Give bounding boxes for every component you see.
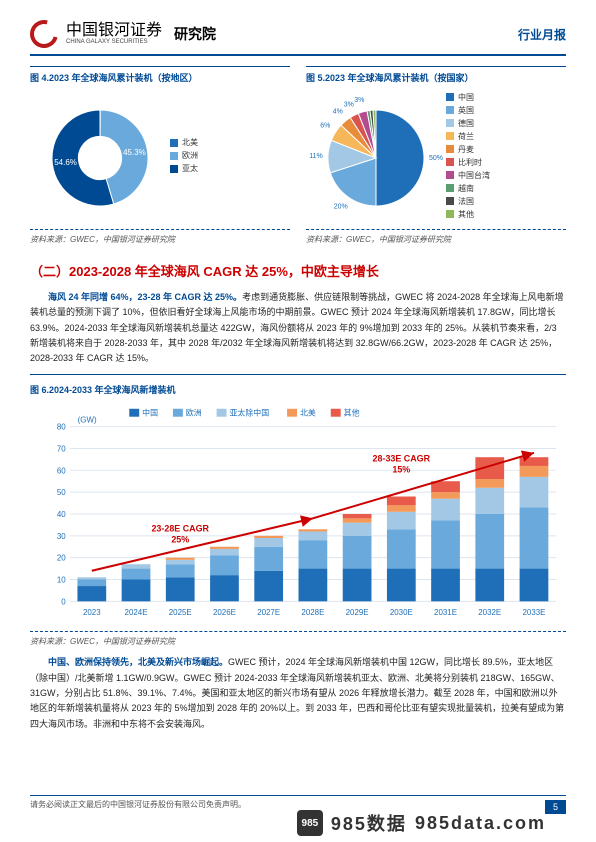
svg-text:2027E: 2027E [257,609,280,618]
chart-6-title: 图 6.2024-2033 年全球海风新增装机 [30,379,566,396]
legend-item: 北美 [170,137,290,148]
watermark: 985 985数据 985data.com [297,810,546,836]
logo-cn: 中国银河证券 [66,23,162,39]
svg-text:2029E: 2029E [346,609,369,618]
svg-text:(GW): (GW) [78,416,97,425]
legend-item: 法国 [446,196,566,207]
chart-5-legend: 中国英国德国荷兰丹麦比利时中国台湾越南法国其他 [446,90,566,222]
svg-text:2023: 2023 [83,609,101,618]
svg-text:54.6%: 54.6% [54,158,77,167]
chart-5: 图 5.2023 年全球海风累计装机（按国家） 50%20%11%6%4%3%3… [306,66,566,245]
svg-text:2033E: 2033E [522,609,545,618]
legend-item: 其他 [446,209,566,220]
paragraph-2: 中国、欧洲保持领先，北美及新兴市场崛起。GWEC 预计，2024 年全球海风新增… [30,655,566,731]
legend-item: 英国 [446,105,566,116]
svg-text:10: 10 [57,576,66,585]
logo-text: 中国银河证券 CHINA GALAXY SECURITIES [66,23,162,45]
disclaimer: 请务必阅读正文最后的中国银河证券股份有限公司免责声明。 [30,799,246,810]
paragraph-1: 海风 24 年同增 64%，23-28 年 CAGR 达 25%。考虑到通货膨胀… [30,290,566,366]
watermark-logo: 985 [297,810,323,836]
chart-5-source: 资料来源：GWEC，中国银河证券研究院 [306,234,566,245]
legend-item: 德国 [446,118,566,129]
footer-rule [30,795,566,796]
svg-text:2028E: 2028E [301,609,324,618]
svg-text:中国: 中国 [142,408,158,418]
svg-text:2024E: 2024E [125,609,148,618]
logo-en: CHINA GALAXY SECURITIES [66,39,162,45]
svg-text:2031E: 2031E [434,609,457,618]
svg-text:3%: 3% [344,101,354,108]
svg-text:25%: 25% [171,535,189,545]
svg-text:亚太除中国: 亚太除中国 [230,408,270,418]
svg-text:23-28E CAGR: 23-28E CAGR [151,524,209,534]
svg-text:4%: 4% [333,108,343,115]
svg-text:28-33E CAGR: 28-33E CAGR [373,454,431,464]
doc-type: 行业月报 [518,26,566,43]
svg-text:50%: 50% [429,154,443,161]
chart-5-title: 图 5.2023 年全球海风累计装机（按国家） [306,66,566,84]
watermark-text-1: 985数据 [331,810,407,836]
svg-text:2025E: 2025E [169,609,192,618]
svg-text:20%: 20% [334,203,348,210]
svg-text:80: 80 [57,423,66,432]
logo-icon [25,15,63,53]
legend-item: 中国台湾 [446,170,566,181]
svg-text:其他: 其他 [344,408,360,418]
svg-text:20: 20 [57,554,66,563]
svg-text:北美: 北美 [300,408,316,418]
svg-text:45.3%: 45.3% [123,148,146,157]
legend-item: 越南 [446,183,566,194]
svg-text:2032E: 2032E [478,609,501,618]
legend-item: 欧洲 [170,150,290,161]
page-number: 5 [545,800,566,814]
svg-text:30: 30 [57,532,66,541]
svg-text:11%: 11% [309,152,323,159]
legend-item: 比利时 [446,157,566,168]
svg-text:15%: 15% [392,465,410,475]
legend-item: 亚太 [170,163,290,174]
svg-text:欧洲: 欧洲 [186,408,202,418]
legend-item: 丹麦 [446,144,566,155]
svg-text:40: 40 [57,510,66,519]
chart-4-legend: 北美欧洲亚太 [170,135,290,176]
chart-4-source: 资料来源：GWEC，中国银河证券研究院 [30,234,290,245]
chart-5-svg: 50%20%11%6%4%3%3% [306,86,446,226]
chart-6-svg: 0 10 20 30 40 50 60 70 80 (GW) 中国 欧洲 亚太除中国 北美 其他 2023 20… [30,402,566,622]
logo-suffix: 研究院 [174,24,216,44]
chart-4: 图 4.2023 年全球海风累计装机（按地区） 45.3% 54.6% 北美欧洲亚… [30,66,290,245]
legend-item: 荷兰 [446,131,566,142]
svg-text:3%: 3% [354,97,364,104]
page-header: 中国银河证券 CHINA GALAXY SECURITIES 研究院 行业月报 [30,20,566,56]
chart-4-svg: 45.3% 54.6% [30,86,170,226]
svg-text:60: 60 [57,467,66,476]
chart-4-title: 图 4.2023 年全球海风累计装机（按地区） [30,66,290,84]
chart-6-source: 资料来源：GWEC，中国银河证券研究院 [30,636,566,647]
svg-text:2026E: 2026E [213,609,236,618]
svg-text:50: 50 [57,489,66,498]
chart-6: 图 6.2024-2033 年全球海风新增装机 0 10 20 30 40 50 60 70 8… [30,374,566,632]
legend-item: 中国 [446,92,566,103]
svg-text:2030E: 2030E [390,609,413,618]
svg-text:6%: 6% [320,122,330,129]
svg-text:70: 70 [57,445,66,454]
section-title: （二）2023-2028 年全球海风 CAGR 达 25%，中欧主导增长 [30,261,566,280]
watermark-text-2: 985data.com [415,813,546,834]
svg-text:0: 0 [61,598,66,607]
